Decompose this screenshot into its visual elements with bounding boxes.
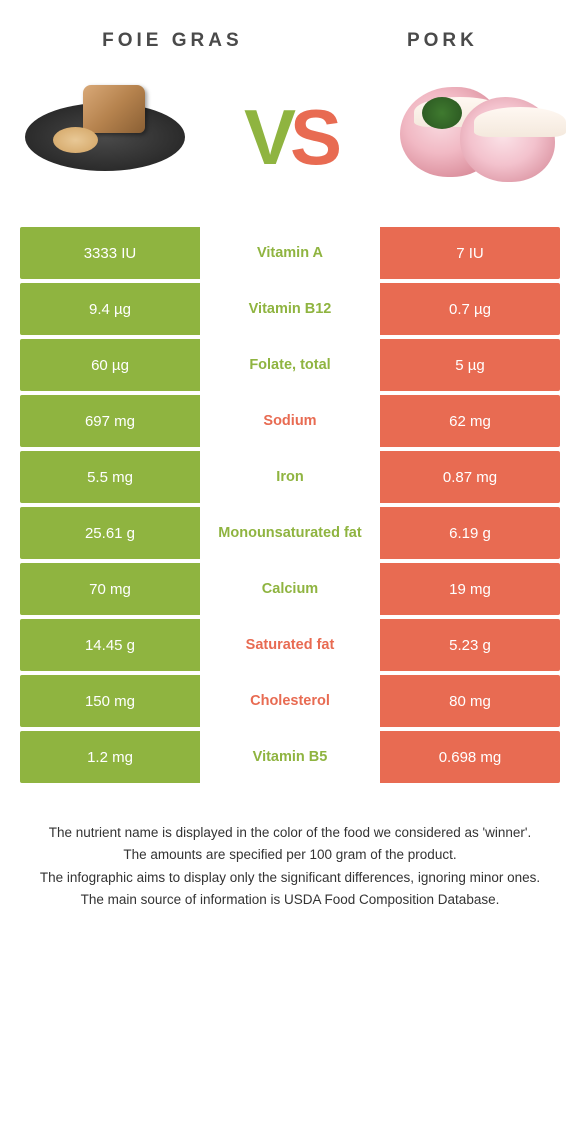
left-value: 5.5 mg	[20, 451, 200, 503]
footer-line: The nutrient name is displayed in the co…	[30, 823, 550, 843]
nutrient-label: Cholesterol	[200, 675, 380, 727]
right-value: 62 mg	[380, 395, 560, 447]
footer-line: The infographic aims to display only the…	[30, 868, 550, 888]
right-value: 0.87 mg	[380, 451, 560, 503]
left-value: 9.4 µg	[20, 283, 200, 335]
table-row: 1.2 mgVitamin B50.698 mg	[20, 731, 560, 783]
left-value: 14.45 g	[20, 619, 200, 671]
table-row: 70 mgCalcium19 mg	[20, 563, 560, 615]
right-value: 0.698 mg	[380, 731, 560, 783]
nutrient-label: Folate, total	[200, 339, 380, 391]
right-value: 19 mg	[380, 563, 560, 615]
right-value: 7 IU	[380, 227, 560, 279]
left-value: 697 mg	[20, 395, 200, 447]
table-row: 3333 IUVitamin A7 IU	[20, 227, 560, 279]
right-value: 5.23 g	[380, 619, 560, 671]
table-row: 150 mgCholesterol80 mg	[20, 675, 560, 727]
table-row: 25.61 gMonounsaturated fat6.19 g	[20, 507, 560, 559]
nutrient-label: Vitamin B5	[200, 731, 380, 783]
right-value: 80 mg	[380, 675, 560, 727]
header: Foie gras Pork	[0, 0, 580, 62]
left-value: 150 mg	[20, 675, 200, 727]
title-right: Pork	[407, 30, 478, 52]
pork-image	[390, 77, 560, 197]
nutrient-label: Sodium	[200, 395, 380, 447]
title-left: Foie gras	[102, 30, 243, 52]
vs-s: S	[290, 93, 336, 181]
right-value: 6.19 g	[380, 507, 560, 559]
right-value: 5 µg	[380, 339, 560, 391]
nutrient-label: Saturated fat	[200, 619, 380, 671]
table-row: 14.45 gSaturated fat5.23 g	[20, 619, 560, 671]
left-value: 1.2 mg	[20, 731, 200, 783]
pork-fat-icon	[474, 107, 566, 137]
table-row: 5.5 mgIron0.87 mg	[20, 451, 560, 503]
pork-chop-icon	[460, 97, 555, 182]
plate-icon	[25, 103, 185, 171]
left-value: 3333 IU	[20, 227, 200, 279]
right-value: 0.7 µg	[380, 283, 560, 335]
table-row: 697 mgSodium62 mg	[20, 395, 560, 447]
nutrient-label: Calcium	[200, 563, 380, 615]
table-row: 9.4 µgVitamin B120.7 µg	[20, 283, 560, 335]
vs-v: V	[244, 93, 290, 181]
left-value: 25.61 g	[20, 507, 200, 559]
pate-icon	[83, 85, 145, 133]
comparison-table: 3333 IUVitamin A7 IU9.4 µgVitamin B120.7…	[20, 227, 560, 783]
slice-icon	[53, 127, 98, 153]
nutrient-label: Iron	[200, 451, 380, 503]
left-value: 70 mg	[20, 563, 200, 615]
footer-notes: The nutrient name is displayed in the co…	[30, 823, 550, 910]
vs-label: VS	[244, 92, 336, 183]
footer-line: The main source of information is USDA F…	[30, 890, 550, 910]
footer-line: The amounts are specified per 100 gram o…	[30, 845, 550, 865]
nutrient-label: Vitamin B12	[200, 283, 380, 335]
left-value: 60 µg	[20, 339, 200, 391]
table-row: 60 µgFolate, total5 µg	[20, 339, 560, 391]
nutrient-label: Monounsaturated fat	[200, 507, 380, 559]
foie-gras-image	[20, 77, 190, 197]
hero-row: VS	[0, 62, 580, 227]
nutrient-label: Vitamin A	[200, 227, 380, 279]
herb-icon	[422, 97, 462, 129]
